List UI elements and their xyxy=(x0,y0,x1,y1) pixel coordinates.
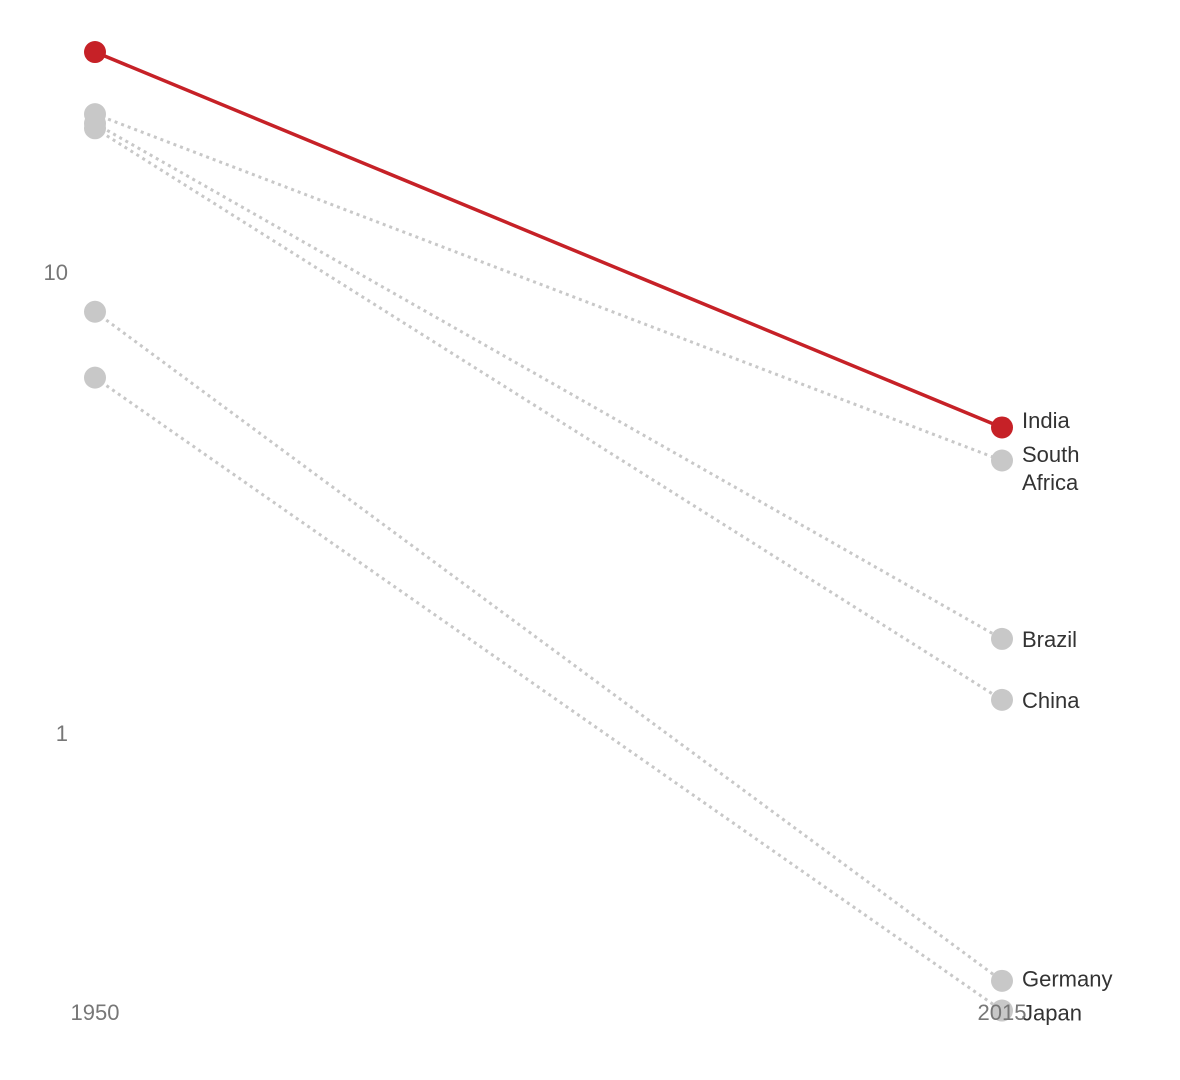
series-dots-layer xyxy=(84,41,1013,1022)
y-tick-label-10: 10 xyxy=(44,260,68,285)
series-label-japan: Japan xyxy=(1022,1001,1082,1026)
series-label-south-africa-line-2: Africa xyxy=(1022,470,1079,495)
series-line-china xyxy=(94,127,1003,702)
point-china-2015 xyxy=(991,688,1013,711)
point-brazil-2015 xyxy=(991,627,1013,650)
series-label-south-africa-line-1: South xyxy=(1022,442,1080,467)
axes-layer: 1950 2015 10 1 xyxy=(44,260,1027,1025)
series-line-japan xyxy=(94,376,1003,1012)
point-germany-1950 xyxy=(84,300,106,323)
point-india-2015 xyxy=(991,416,1013,439)
y-tick-label-1: 1 xyxy=(56,721,68,746)
series-lines-layer xyxy=(93,50,1004,1012)
point-china-1950 xyxy=(84,117,106,140)
series-label-brazil: Brazil xyxy=(1022,627,1077,652)
series-label-india: India xyxy=(1022,408,1070,433)
series-labels-layer: India South Africa Brazil China Germany Japan xyxy=(1022,408,1112,1026)
series-line-south-africa xyxy=(94,112,1003,462)
series-label-china: China xyxy=(1022,688,1080,713)
point-south-africa-2015 xyxy=(991,449,1013,472)
series-line-germany xyxy=(94,310,1003,983)
x-tick-label-2015: 2015 xyxy=(978,1000,1027,1025)
series-line-brazil xyxy=(94,122,1003,641)
point-japan-2015 xyxy=(991,999,1013,1022)
series-line-india xyxy=(93,50,1004,430)
point-japan-1950 xyxy=(84,366,106,389)
point-india-1950 xyxy=(84,41,106,64)
x-tick-label-1950: 1950 xyxy=(71,1000,120,1025)
series-label-germany: Germany xyxy=(1022,967,1112,992)
point-germany-2015 xyxy=(991,969,1013,992)
